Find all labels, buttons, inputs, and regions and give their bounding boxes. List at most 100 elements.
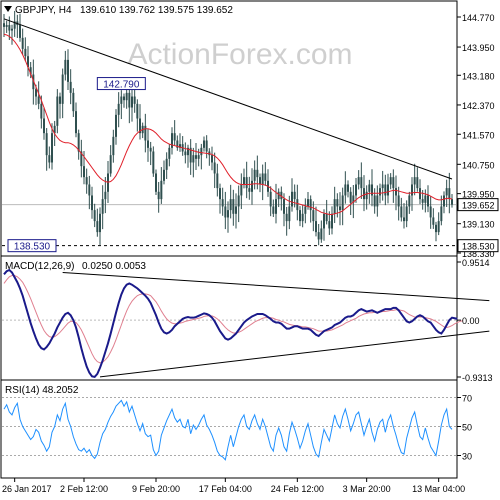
candle-body [237, 195, 240, 207]
macd-tick-label: 0.00 [462, 316, 480, 326]
price-annotation-box [7, 239, 57, 253]
candle-body [128, 92, 131, 108]
symbol-label: GBPJPY, H4 [15, 5, 72, 16]
candle-body [232, 199, 235, 214]
candle-body [176, 140, 179, 148]
candle-body [43, 118, 45, 134]
price-annotation-label: 138.530 [14, 242, 51, 253]
candle-body [323, 213, 325, 229]
candle-body [155, 173, 157, 192]
candle-body [93, 210, 96, 222]
macd-values: 0.0250 0.0053 [82, 261, 146, 272]
candle-body [35, 89, 37, 97]
candle-body [160, 180, 163, 200]
macd-tick-label: -0.9313 [462, 373, 493, 383]
candle-body [373, 195, 376, 207]
candle-body [195, 155, 197, 159]
candle-body [27, 56, 29, 68]
candle-body [200, 147, 203, 156]
rsi-plot [2, 397, 456, 461]
candle-body [243, 177, 245, 185]
candle-body [357, 177, 360, 185]
last-price-tag [457, 198, 499, 212]
candle-body [269, 191, 272, 207]
macd-label: MACD(12,26,9) [5, 261, 74, 272]
candle-body [344, 184, 347, 196]
candle-body [179, 144, 181, 148]
candle-body [259, 177, 261, 185]
candle-body [123, 96, 125, 101]
candle-body [443, 195, 445, 207]
candle-body [419, 188, 421, 200]
candle-body [365, 191, 368, 200]
candle-body [173, 133, 176, 141]
candle-body [435, 224, 437, 233]
candle-body [363, 188, 365, 200]
candle-body [8, 25, 11, 31]
candle-body [139, 118, 141, 134]
candle-body [64, 59, 67, 75]
price-annotation-label: 142.790 [103, 80, 140, 91]
candle-body [280, 191, 283, 200]
candle-body [192, 155, 195, 163]
candle-body [131, 96, 133, 108]
candle-body [251, 180, 253, 192]
candle-body [403, 217, 405, 222]
candle-body [203, 140, 205, 148]
candle-body [432, 217, 435, 225]
candle-body [379, 188, 381, 196]
candle-body [163, 169, 165, 181]
candle-body [387, 184, 389, 196]
candle-body [227, 210, 229, 218]
candle-body [187, 147, 189, 156]
candle-body [45, 133, 48, 156]
x-tick-label: 24 Feb 12:00 [271, 484, 324, 494]
candle-body [416, 177, 419, 189]
candle-body [256, 169, 259, 178]
candle-body [411, 184, 413, 196]
candle-body [213, 162, 216, 174]
candle-body [197, 155, 200, 159]
candle-body [168, 147, 171, 159]
rsi-tick-label: 50 [462, 423, 472, 433]
candle-body [317, 232, 320, 240]
candle-body [448, 188, 451, 200]
macd-trend-line [99, 330, 490, 378]
candle-body [368, 184, 371, 192]
candle-body [67, 59, 69, 82]
dropdown-triangle-icon[interactable] [4, 6, 12, 12]
candle-body [397, 195, 400, 207]
price-tick-label: 140.750 [462, 160, 495, 170]
price-plot: 142.790 138.530 [2, 10, 456, 253]
candle-body [112, 136, 115, 156]
x-tick-label: 17 Feb 04:00 [199, 484, 252, 494]
candle-body [72, 92, 75, 112]
candle-body [221, 199, 224, 207]
candle-body [424, 195, 427, 203]
candle-body [376, 195, 379, 207]
watermark: ActionForex.com [127, 38, 352, 71]
candle-body [312, 210, 315, 222]
price-tick-label: 141.570 [462, 130, 495, 140]
price-tick-label: 142.370 [462, 101, 495, 111]
candle-body [104, 191, 107, 200]
candle-body [205, 140, 208, 152]
candle-body [51, 133, 53, 163]
ohlc-values: 139.610 139.762 139.575 139.652 [80, 5, 233, 16]
support-price-label: 138.530 [462, 242, 495, 252]
candle-body [189, 147, 192, 163]
candle-body [59, 96, 61, 104]
candle-body [115, 114, 117, 137]
candle-body [304, 206, 307, 214]
candle-body [85, 177, 88, 185]
macd-tick-label: 0.9514 [462, 258, 490, 268]
candle-body [216, 173, 219, 189]
candle-body [277, 191, 280, 200]
candle-body [309, 199, 312, 211]
candle-body [109, 155, 112, 174]
candle-body [371, 184, 373, 196]
candle-body [211, 155, 213, 163]
candle-body [13, 21, 16, 29]
price-trend-line [3, 18, 453, 180]
candle-body [136, 103, 139, 119]
